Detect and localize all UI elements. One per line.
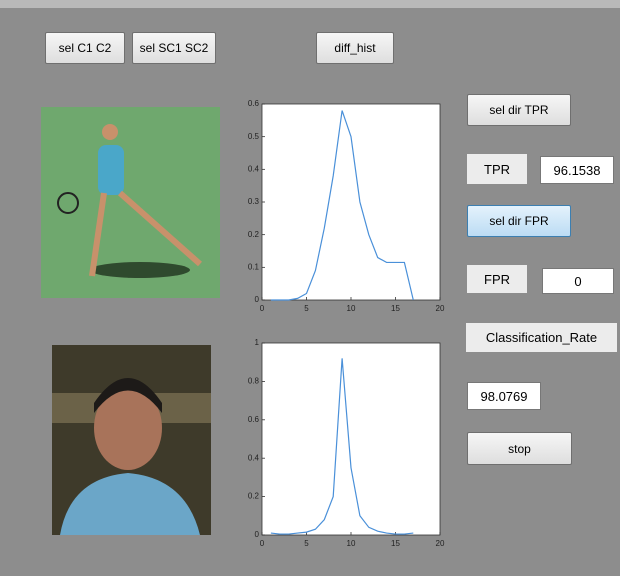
y-tick-label: 0.2	[248, 492, 260, 501]
label: Classification_Rate	[466, 323, 617, 352]
y-tick-label: 0	[255, 530, 260, 539]
y-tick-label: 0.5	[248, 132, 260, 141]
y-tick-label: 0.4	[248, 453, 260, 462]
y-tick-label: 0.6	[248, 99, 260, 108]
button[interactable]: sel dir TPR	[467, 94, 571, 126]
x-tick-label: 0	[260, 539, 265, 548]
value-field[interactable]: 0	[542, 268, 614, 294]
photo-portrait	[52, 345, 211, 535]
y-tick-label: 0	[255, 295, 260, 304]
y-tick-label: 0.6	[248, 415, 260, 424]
y-tick-label: 0.8	[248, 377, 260, 386]
x-tick-label: 0	[260, 304, 265, 313]
x-tick-label: 5	[304, 304, 309, 313]
axes-background	[262, 343, 440, 535]
y-tick-label: 0.3	[248, 197, 260, 206]
x-tick-label: 5	[304, 539, 309, 548]
label: TPR	[467, 154, 527, 184]
x-tick-label: 20	[436, 539, 445, 548]
y-tick-label: 0.2	[248, 230, 260, 239]
value-field[interactable]: 96.1538	[540, 156, 614, 184]
x-tick-label: 10	[347, 304, 356, 313]
button[interactable]: stop	[467, 432, 572, 465]
button[interactable]: sel C1 C2	[45, 32, 125, 64]
button[interactable]: sel SC1 SC2	[132, 32, 216, 64]
button[interactable]: diff_hist	[316, 32, 394, 64]
photo-tennis	[41, 107, 220, 298]
y-tick-label: 0.1	[248, 262, 260, 271]
x-tick-label: 15	[391, 304, 400, 313]
axes-background	[262, 104, 440, 300]
x-tick-label: 10	[347, 539, 356, 548]
x-tick-label: 15	[391, 539, 400, 548]
value-field[interactable]: 98.0769	[467, 382, 541, 410]
button[interactable]: sel dir FPR	[467, 205, 571, 237]
gui-window: 0510152000.10.20.30.40.50.60510152000.20…	[0, 0, 620, 576]
y-tick-label: 0.4	[248, 164, 260, 173]
label: FPR	[467, 265, 527, 293]
y-tick-label: 1	[255, 338, 260, 347]
x-tick-label: 20	[436, 304, 445, 313]
